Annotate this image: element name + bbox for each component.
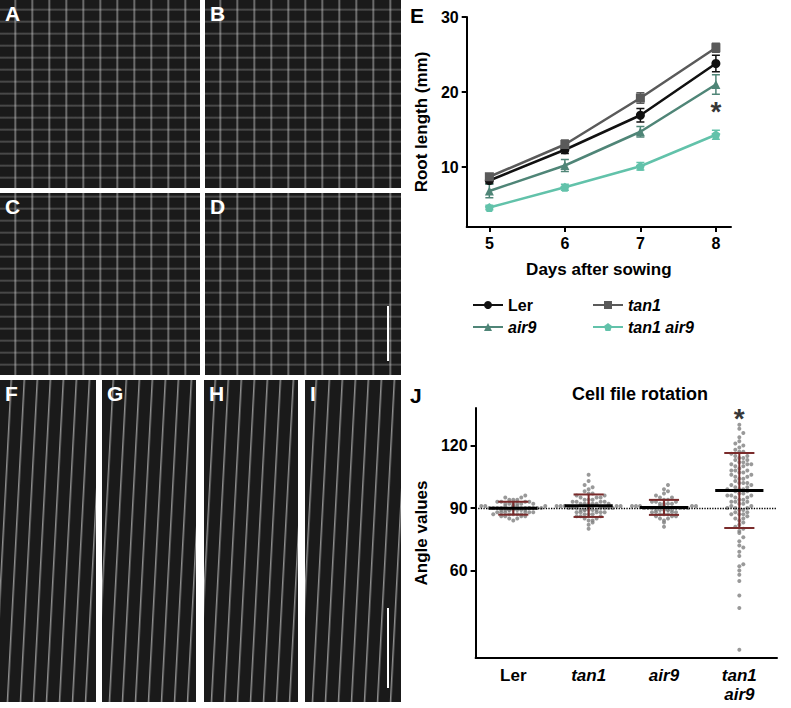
svg-text:Ler: Ler: [500, 666, 527, 685]
svg-text:5: 5: [485, 235, 494, 252]
svg-text:air9: air9: [649, 666, 680, 685]
svg-text:30: 30: [441, 9, 459, 26]
html-text:D: D: [210, 195, 226, 218]
svg-text:60: 60: [450, 562, 468, 579]
svg-text:90: 90: [450, 500, 468, 517]
html-text:E: E: [410, 4, 424, 27]
svg-text:20: 20: [441, 84, 459, 101]
svg-text:10: 10: [441, 159, 459, 176]
svg-text:7: 7: [636, 235, 645, 252]
svg-text:tan1: tan1: [722, 666, 757, 685]
svg-text:8: 8: [711, 235, 720, 252]
svg-text:Angle values: Angle values: [412, 481, 431, 586]
html-text:J: J: [410, 384, 422, 407]
svg-text:Days after sowing: Days after sowing: [526, 260, 672, 279]
html-text:F: F: [5, 382, 18, 405]
svg-text:120: 120: [441, 437, 468, 454]
svg-text:Cell file rotation: Cell file rotation: [572, 384, 708, 404]
svg-text:6: 6: [560, 235, 569, 252]
svg-text:air9: air9: [724, 685, 755, 704]
html-text:H: H: [209, 382, 225, 405]
svg-text:*: *: [710, 96, 721, 127]
svg-text:tan1: tan1: [571, 666, 606, 685]
svg-text:Ler: Ler: [508, 297, 533, 314]
html-text:I: I: [310, 382, 316, 405]
html-text:B: B: [210, 2, 226, 25]
svg-text:tan1: tan1: [628, 297, 661, 314]
svg-text:tan1 air9: tan1 air9: [628, 319, 694, 336]
html-text:C: C: [5, 195, 21, 218]
html-text:G: G: [107, 382, 124, 405]
svg-text:Root length (mm): Root length (mm): [412, 52, 431, 193]
svg-text:*: *: [734, 403, 745, 434]
svg-text:air9: air9: [508, 319, 537, 336]
html-text:A: A: [5, 2, 21, 25]
